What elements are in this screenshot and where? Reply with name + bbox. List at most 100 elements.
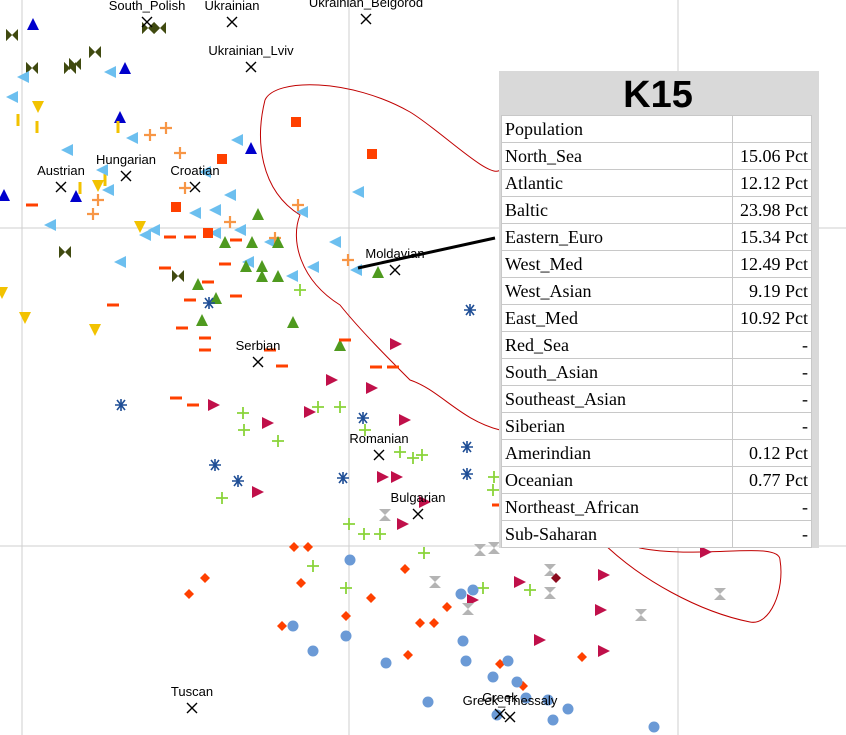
population-marker — [226, 16, 238, 28]
population-marker — [373, 449, 385, 461]
data-point — [358, 528, 370, 540]
row-value: - — [732, 358, 812, 386]
table-row: Sub-Saharan - — [501, 520, 812, 548]
data-point — [648, 721, 660, 733]
row-label: Atlantic — [501, 169, 733, 197]
data-point — [307, 261, 319, 273]
population-label: Austrian — [37, 163, 85, 178]
data-point — [35, 121, 39, 133]
data-point — [429, 618, 439, 628]
data-point — [700, 546, 712, 558]
data-point — [160, 122, 172, 134]
population-marker — [412, 508, 424, 520]
data-point — [116, 121, 120, 133]
population-marker — [186, 702, 198, 714]
data-point — [114, 256, 126, 268]
table-row: West_Asian 9.19 Pct — [501, 277, 812, 305]
data-point — [514, 576, 526, 588]
population-label: Ukrainian_Lviv — [208, 43, 294, 58]
data-point — [217, 154, 227, 164]
row-value: 9.19 Pct — [732, 277, 812, 305]
contour-line-left — [260, 99, 501, 431]
data-point — [562, 703, 574, 715]
data-point — [544, 587, 556, 599]
table-row: Northeast_African - — [501, 493, 812, 521]
population-label: Ukrainian — [205, 0, 260, 13]
data-point — [307, 645, 319, 657]
row-value: 10.92 Pct — [732, 304, 812, 332]
contour-line-upper — [264, 84, 501, 172]
table-row: Baltic 23.98 Pct — [501, 196, 812, 224]
data-point — [352, 186, 364, 198]
data-point — [344, 554, 356, 566]
data-point — [187, 403, 199, 407]
data-point — [59, 246, 71, 258]
data-point — [460, 655, 472, 667]
data-point — [272, 270, 284, 282]
data-point — [366, 593, 376, 603]
data-point — [407, 452, 419, 464]
data-point — [374, 528, 386, 540]
data-point — [200, 573, 210, 583]
data-point — [340, 582, 352, 594]
data-point — [126, 132, 138, 144]
data-point — [350, 264, 362, 276]
data-point — [547, 714, 559, 726]
data-point — [488, 471, 500, 483]
data-point — [92, 194, 104, 206]
data-point — [219, 236, 231, 248]
population-label: Greek — [482, 690, 518, 705]
row-label: Eastern_Euro — [501, 223, 733, 251]
data-point — [264, 348, 276, 352]
table-row: Southeast_Asian - — [501, 385, 812, 413]
data-point — [32, 101, 44, 113]
data-point — [372, 266, 384, 278]
data-point — [171, 202, 181, 212]
data-point — [238, 424, 250, 436]
data-point — [234, 224, 246, 236]
data-point — [6, 29, 18, 41]
data-point — [16, 114, 20, 126]
row-value: 0.77 Pct — [732, 466, 812, 494]
data-point — [461, 468, 473, 480]
row-label: Population — [501, 115, 733, 143]
data-point — [524, 584, 536, 596]
data-point — [294, 284, 306, 296]
data-point — [219, 262, 231, 266]
data-point — [19, 312, 31, 324]
data-point — [70, 190, 82, 202]
data-point — [103, 174, 107, 186]
data-point — [292, 199, 304, 211]
table-row: West_Med 12.49 Pct — [501, 250, 812, 278]
data-point — [520, 692, 532, 704]
data-point — [119, 62, 131, 74]
data-point — [714, 588, 726, 600]
data-point — [210, 292, 222, 304]
population-label: Hungarian — [96, 152, 156, 167]
data-point — [286, 270, 298, 282]
data-point — [237, 407, 249, 419]
row-value: 15.34 Pct — [732, 223, 812, 251]
data-point — [488, 542, 500, 554]
data-point — [192, 278, 204, 290]
data-point — [377, 471, 389, 483]
data-point — [544, 564, 556, 576]
table-row: Siberian - — [501, 412, 812, 440]
population-marker — [360, 13, 372, 25]
data-point — [196, 314, 208, 326]
data-point — [184, 235, 196, 239]
population-marker — [389, 264, 401, 276]
row-value: - — [732, 412, 812, 440]
data-point — [277, 621, 287, 631]
data-point — [359, 424, 371, 436]
row-value: - — [732, 493, 812, 521]
data-point — [0, 189, 10, 201]
panel-title: K15 — [501, 73, 815, 116]
data-point — [419, 496, 431, 508]
data-point — [455, 588, 467, 600]
data-point — [107, 303, 119, 307]
data-point — [224, 216, 236, 228]
population-label: Bulgarian — [391, 490, 446, 505]
data-point — [366, 382, 378, 394]
k15-panel: K15 Population North_Sea 15.06 Pct Atlantic… — [499, 71, 819, 548]
